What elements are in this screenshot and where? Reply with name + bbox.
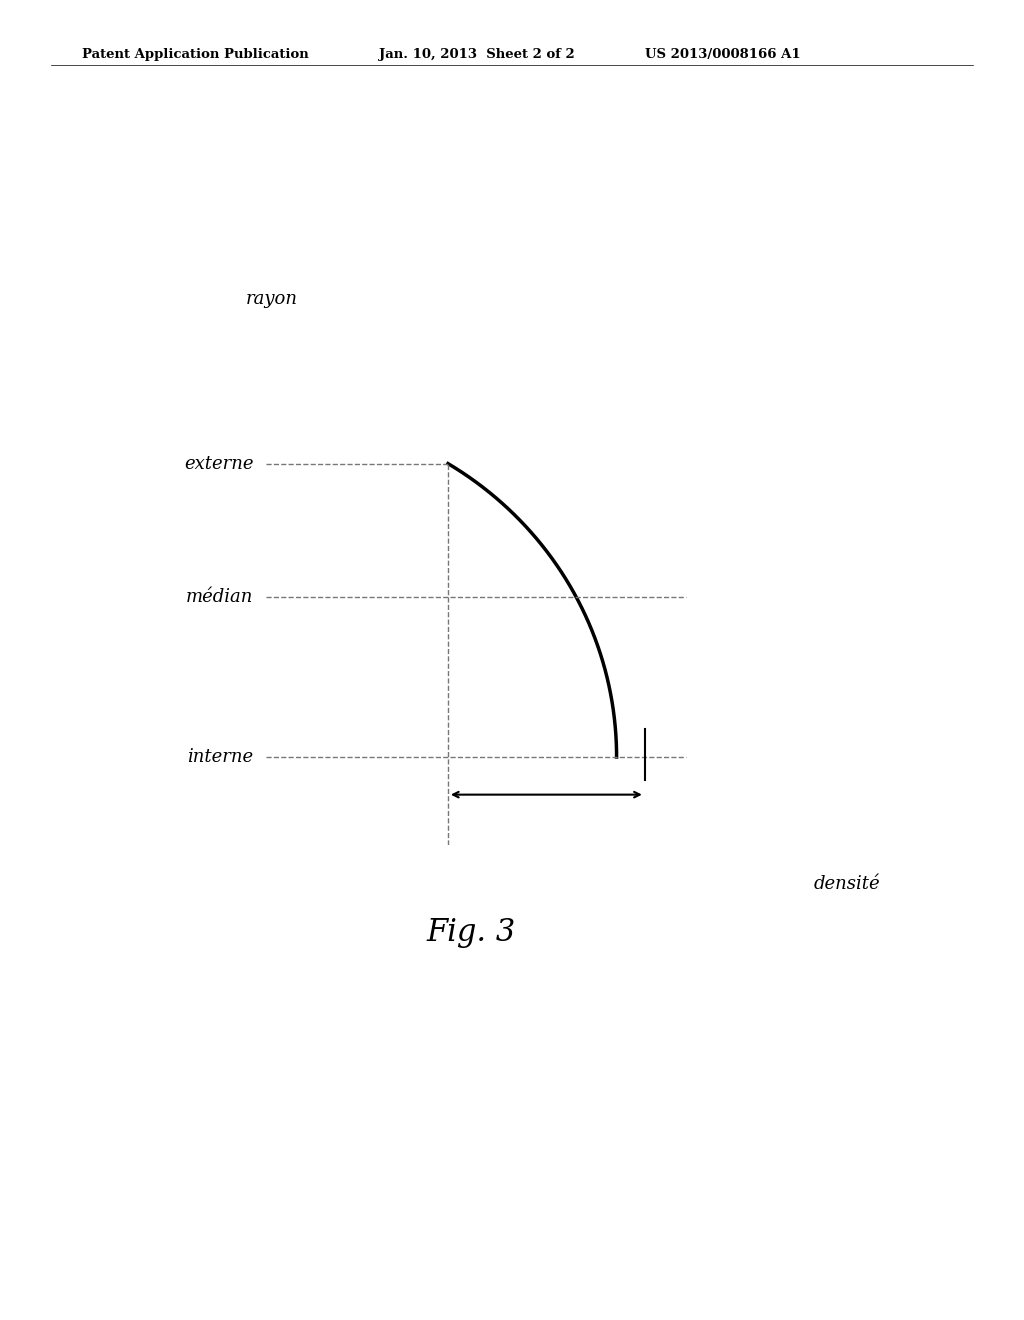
Text: Fig. 3: Fig. 3 — [426, 917, 516, 948]
Text: médian: médian — [186, 587, 254, 606]
Text: Patent Application Publication: Patent Application Publication — [82, 48, 308, 61]
Text: rayon: rayon — [246, 290, 298, 308]
Text: externe: externe — [184, 454, 254, 473]
Text: densité: densité — [814, 875, 881, 892]
Text: interne: interne — [187, 748, 254, 766]
Text: US 2013/0008166 A1: US 2013/0008166 A1 — [645, 48, 801, 61]
Text: Jan. 10, 2013  Sheet 2 of 2: Jan. 10, 2013 Sheet 2 of 2 — [379, 48, 574, 61]
